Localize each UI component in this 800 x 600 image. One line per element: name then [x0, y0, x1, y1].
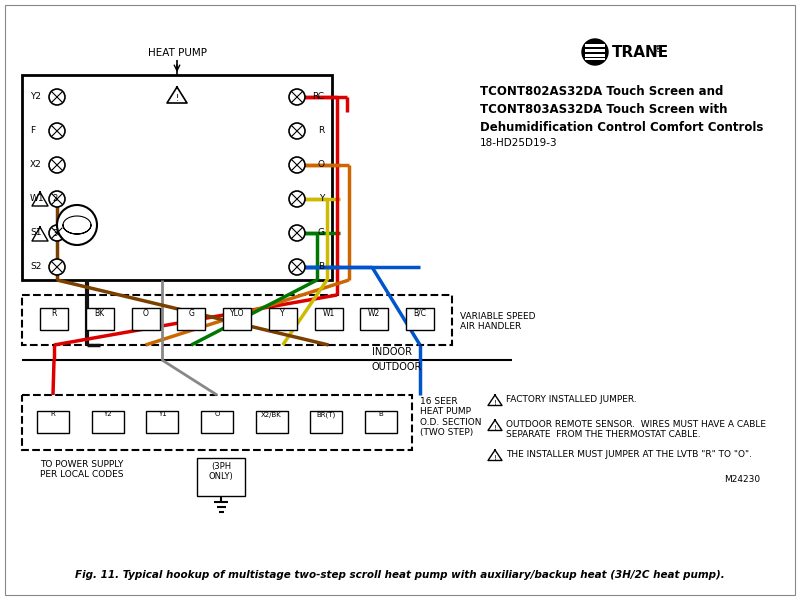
Text: X2: X2 [30, 160, 42, 169]
Text: BK: BK [94, 309, 105, 318]
Text: TO POWER SUPPLY
PER LOCAL CODES: TO POWER SUPPLY PER LOCAL CODES [40, 460, 124, 479]
Text: !: ! [494, 455, 497, 461]
Text: Y2: Y2 [103, 412, 112, 418]
Text: YLO: YLO [230, 309, 244, 318]
Bar [37, 410, 69, 433]
Text: ®: ® [654, 45, 662, 54]
Text: W1: W1 [322, 309, 334, 318]
Bar [131, 308, 159, 330]
Text: 18-HD25D19-3: 18-HD25D19-3 [480, 138, 558, 148]
Bar [585, 49, 605, 52]
Text: Y: Y [281, 309, 285, 318]
Text: TCONT802AS32DA Touch Screen and: TCONT802AS32DA Touch Screen and [480, 85, 723, 98]
Text: S1: S1 [30, 228, 42, 237]
Circle shape [289, 157, 305, 173]
Text: M24230: M24230 [724, 475, 760, 484]
Circle shape [289, 89, 305, 105]
Circle shape [49, 191, 65, 207]
Bar [146, 410, 178, 433]
Bar [178, 308, 206, 330]
Bar [22, 295, 452, 345]
Bar [269, 308, 297, 330]
Text: !: ! [175, 94, 178, 103]
Circle shape [49, 157, 65, 173]
Bar [223, 308, 251, 330]
Text: VARIABLE SPEED
AIR HANDLER: VARIABLE SPEED AIR HANDLER [460, 312, 535, 331]
Bar [197, 458, 245, 496]
Text: Y1: Y1 [158, 412, 166, 418]
Bar [86, 308, 114, 330]
Circle shape [49, 259, 65, 275]
Circle shape [289, 225, 305, 241]
Bar [365, 410, 397, 433]
Text: Fig. 11. Typical hookup of multistage two-step scroll heat pump with auxiliary/b: Fig. 11. Typical hookup of multistage tw… [75, 570, 725, 580]
Text: W2: W2 [368, 309, 380, 318]
Bar [22, 395, 412, 450]
Text: B: B [318, 262, 324, 271]
Text: S2: S2 [30, 262, 42, 271]
Circle shape [289, 123, 305, 139]
Text: FACTORY INSTALLED JUMPER.: FACTORY INSTALLED JUMPER. [506, 395, 637, 404]
Text: HEAT PUMP: HEAT PUMP [147, 48, 206, 58]
Text: Y: Y [318, 194, 324, 203]
Text: !: ! [494, 400, 497, 406]
Text: B: B [378, 412, 383, 418]
Circle shape [49, 89, 65, 105]
Text: R: R [318, 126, 324, 135]
Circle shape [289, 259, 305, 275]
Text: !: ! [494, 425, 497, 431]
Text: O: O [214, 412, 220, 418]
Text: 16 SEER
HEAT PUMP
O.D. SECTION
(TWO STEP): 16 SEER HEAT PUMP O.D. SECTION (TWO STEP… [420, 397, 482, 437]
Text: R: R [51, 309, 57, 318]
Text: (3PH
ONLY): (3PH ONLY) [209, 462, 234, 481]
Text: BR(T): BR(T) [317, 412, 336, 418]
Bar [406, 308, 434, 330]
Text: O: O [142, 309, 149, 318]
Text: Y2: Y2 [30, 92, 41, 101]
Circle shape [289, 191, 305, 207]
Bar [201, 410, 233, 433]
Text: X2/BK: X2/BK [262, 412, 282, 418]
Text: B/C: B/C [414, 309, 426, 318]
Circle shape [49, 123, 65, 139]
Circle shape [49, 225, 65, 241]
Bar [360, 308, 388, 330]
Bar [40, 308, 68, 330]
Text: 3: 3 [52, 229, 58, 238]
Text: THE INSTALLER MUST JUMPER AT THE LVTB "R" TO "O".: THE INSTALLER MUST JUMPER AT THE LVTB "R… [506, 450, 752, 459]
Bar [256, 410, 288, 433]
Text: W1: W1 [30, 194, 45, 203]
Bar [314, 308, 342, 330]
Text: F: F [30, 126, 35, 135]
Bar [585, 58, 605, 60]
Text: TRANE: TRANE [612, 45, 669, 60]
Bar [310, 410, 342, 433]
Text: R: R [50, 412, 55, 418]
Text: 2: 2 [52, 194, 58, 203]
Bar [22, 75, 332, 280]
Text: INDOOR: INDOOR [372, 347, 412, 357]
Text: OUTDOOR REMOTE SENSOR.  WIRES MUST HAVE A CABLE
SEPARATE  FROM THE THERMOSTAT CA: OUTDOOR REMOTE SENSOR. WIRES MUST HAVE A… [506, 420, 766, 439]
Bar [92, 410, 124, 433]
Circle shape [582, 39, 608, 65]
Text: OUTDOOR: OUTDOOR [372, 362, 422, 372]
Text: TCONT803AS32DA Touch Screen with: TCONT803AS32DA Touch Screen with [480, 103, 727, 116]
Text: G: G [188, 309, 194, 318]
Bar [585, 44, 605, 47]
Text: RC: RC [312, 92, 324, 101]
Circle shape [57, 205, 97, 245]
Bar [585, 54, 605, 57]
Text: O: O [317, 160, 324, 169]
Text: G: G [317, 228, 324, 237]
Text: Dehumidification Control Comfort Controls: Dehumidification Control Comfort Control… [480, 121, 763, 134]
